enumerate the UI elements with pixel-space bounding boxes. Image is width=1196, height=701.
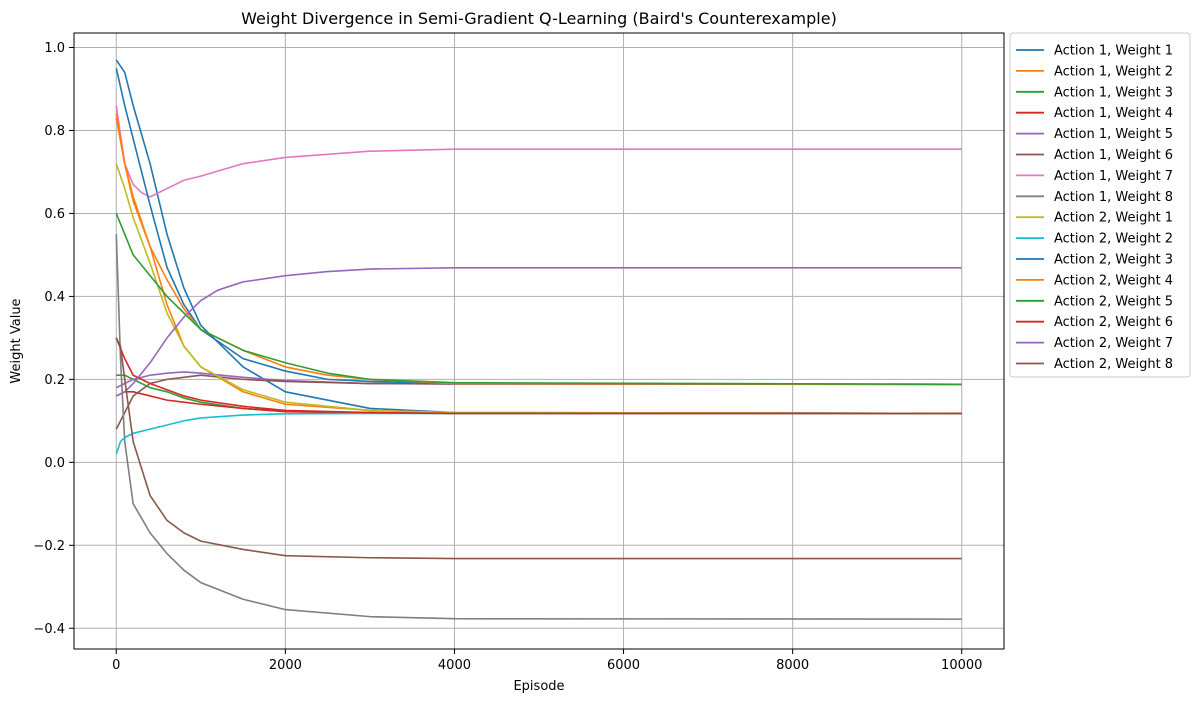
y-tick-label: −0.4 <box>33 622 65 637</box>
legend-label: Action 2, Weight 2 <box>1054 232 1173 247</box>
legend-label: Action 2, Weight 5 <box>1054 294 1173 309</box>
x-tick-label: 2000 <box>269 658 302 673</box>
x-tick-label: 8000 <box>776 658 809 673</box>
series-line-1 <box>115 59 962 415</box>
legend-label: Action 2, Weight 1 <box>1054 211 1173 226</box>
y-tick-label: 1.0 <box>44 41 65 56</box>
series-line-16 <box>115 337 962 560</box>
y-tick-label: 0.0 <box>44 456 65 471</box>
legend-box <box>1009 32 1191 378</box>
series-line-15 <box>115 266 962 397</box>
x-tick-label: 4000 <box>438 658 471 673</box>
legend-label: Action 1, Weight 8 <box>1054 190 1173 205</box>
y-tick-label: 0.6 <box>44 207 65 222</box>
chart-title: Weight Divergence in Semi-Gradient Q-Lea… <box>241 9 837 28</box>
x-tick-label: 0 <box>112 658 120 673</box>
y-tick-label: 0.8 <box>44 124 65 139</box>
legend-label: Action 2, Weight 6 <box>1054 315 1173 330</box>
x-tick-label: 6000 <box>607 658 640 673</box>
legend-label: Action 1, Weight 3 <box>1054 85 1173 100</box>
y-tick-label: 0.2 <box>44 373 65 388</box>
legend-label: Action 2, Weight 7 <box>1054 336 1173 351</box>
series-line-8 <box>115 234 962 620</box>
series-line-6 <box>115 374 962 430</box>
legend-label: Action 2, Weight 4 <box>1054 273 1173 288</box>
legend-label: Action 1, Weight 1 <box>1054 44 1173 59</box>
grid <box>74 33 1004 649</box>
x-tick-label: 10000 <box>941 658 982 673</box>
series-line-7 <box>115 105 962 198</box>
y-tick-label: 0.4 <box>44 290 65 305</box>
x-axis-label: Episode <box>513 679 564 694</box>
legend-label: Action 2, Weight 3 <box>1054 253 1173 268</box>
legend-label: Action 1, Weight 7 <box>1054 169 1173 184</box>
series-lines <box>115 59 962 620</box>
legend-label: Action 1, Weight 6 <box>1054 148 1173 163</box>
legend-label: Action 1, Weight 2 <box>1054 64 1173 79</box>
legend-label: Action 1, Weight 5 <box>1054 127 1173 142</box>
legend-label: Action 1, Weight 4 <box>1054 106 1173 121</box>
legend: Action 1, Weight 1 Action 1, Weight 2 Acti… <box>1009 32 1191 378</box>
series-line-10 <box>115 412 962 455</box>
y-axis-label: Weight Value <box>9 298 24 383</box>
plot-frame <box>73 32 1005 650</box>
axis-ticks: 0 2000 4000 6000 8000 10000 −0.4 −0.2 0.0 0.2 0.4 0… <box>33 41 982 673</box>
series-line-14 <box>115 337 962 415</box>
legend-label: Action 2, Weight 8 <box>1054 357 1173 372</box>
series-line-13 <box>115 213 962 386</box>
y-tick-label: −0.2 <box>33 539 65 554</box>
series-line-9 <box>115 163 962 415</box>
